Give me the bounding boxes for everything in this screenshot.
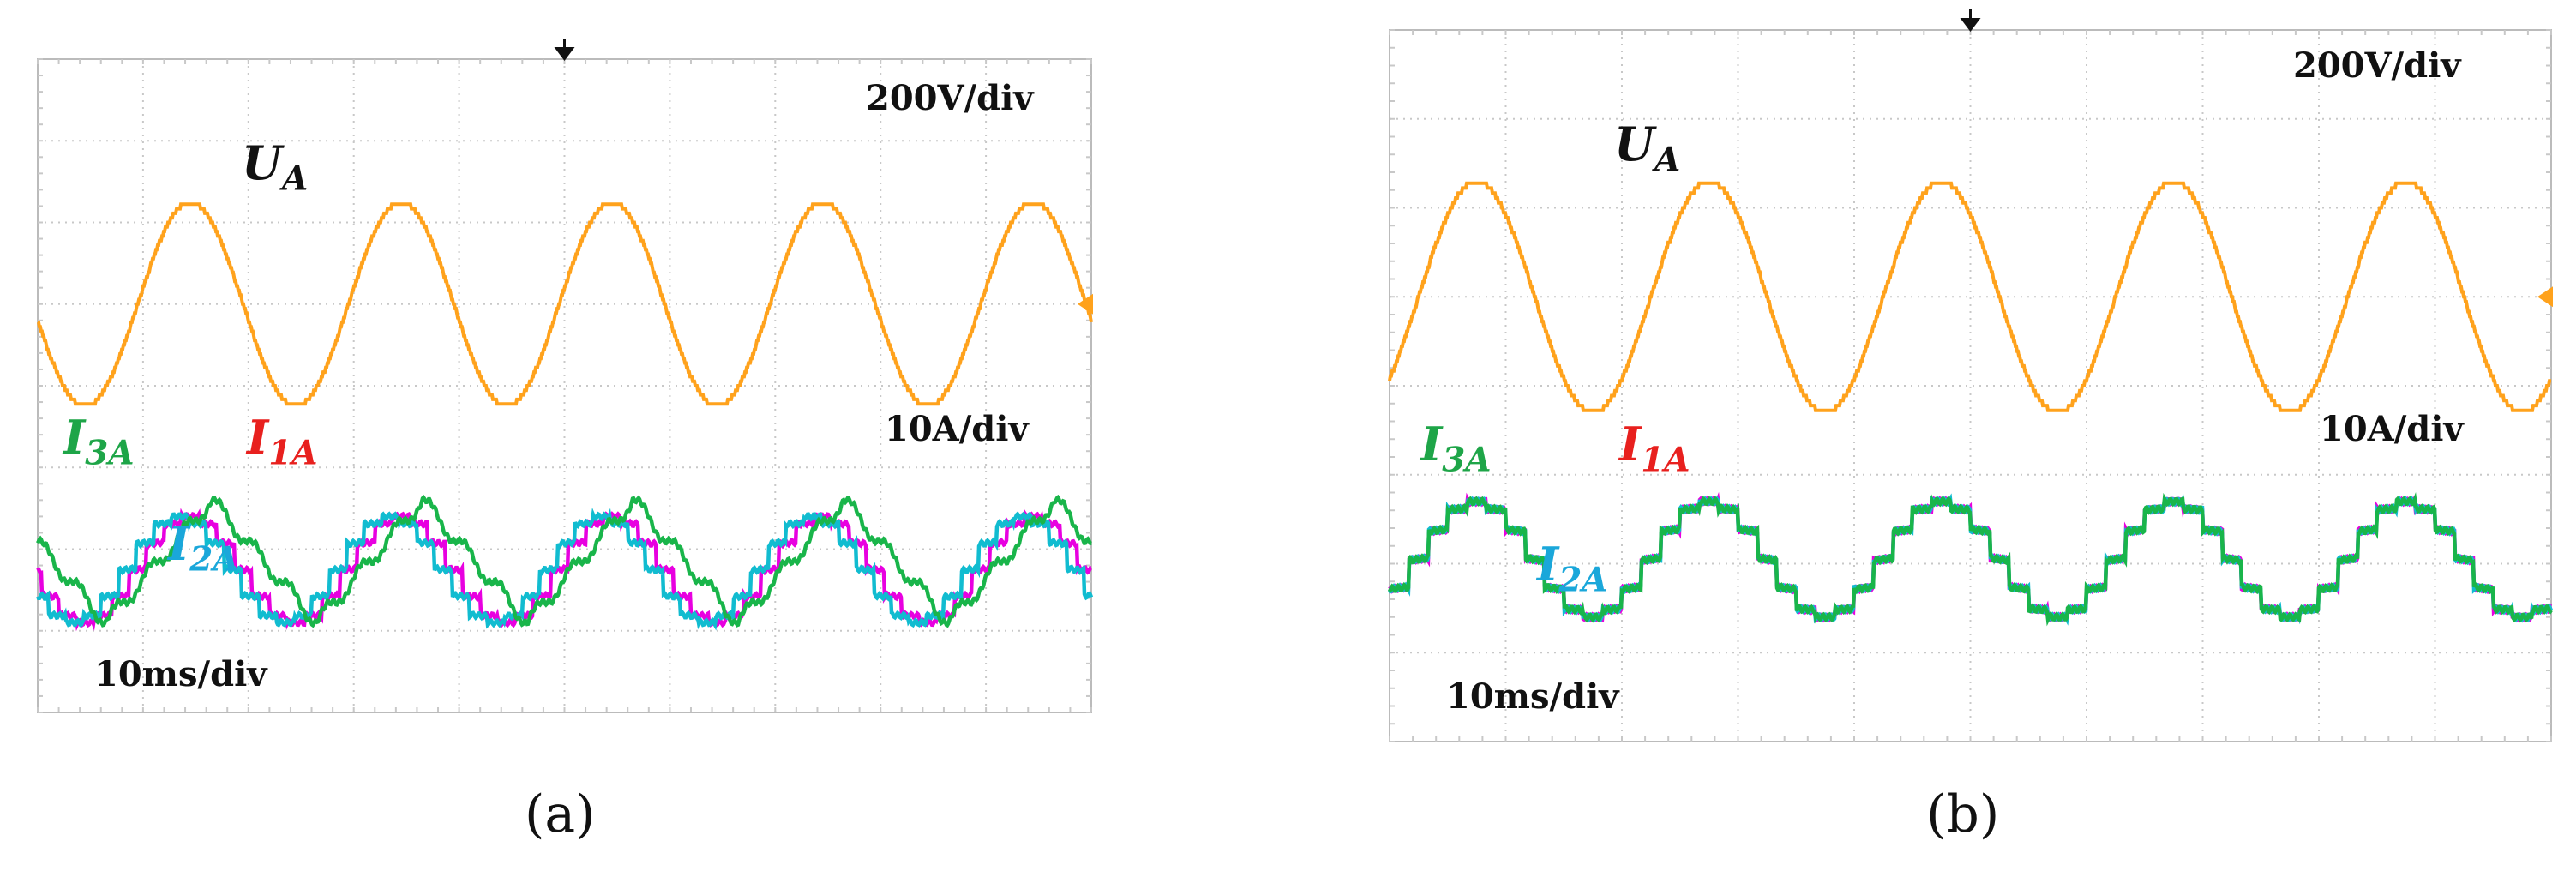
i1a-label-a: I1A: [247, 410, 318, 473]
time-scale-label-a: 10ms/div: [94, 654, 267, 694]
voltage-offset-marker: [1078, 293, 1093, 315]
trigger-marker: [554, 47, 575, 61]
trace-ua: [37, 202, 1093, 406]
voltage-offset-marker: [2537, 286, 2553, 308]
current-scale-label-b: 10A/div: [2320, 409, 2464, 449]
i3a-label-a: I3A: [63, 410, 135, 473]
i3a-label-b: I3A: [1420, 417, 1492, 480]
voltage-scale-label-b: 200V/div: [2293, 45, 2461, 86]
scope-panel-a: 200V/div 10A/div 10ms/div UA I3A I1A I2A: [35, 39, 1094, 713]
voltage-scale-label-a: 200V/div: [866, 78, 1034, 118]
i2a-label-a: I2A: [168, 516, 239, 580]
scope-screen-b: [1387, 9, 2554, 742]
trace-i3a: [1387, 492, 2553, 627]
ua-label-a: UA: [242, 135, 309, 199]
caption-a: (a): [525, 784, 596, 844]
ua-label-b: UA: [1614, 117, 1681, 180]
scope-panel-b: 200V/div 10A/div 10ms/div UA I3A I1A I2A: [1387, 9, 2554, 742]
trace-ua: [1388, 181, 2551, 412]
trace-i3a: [36, 494, 1093, 628]
scope-screen-a: [35, 39, 1094, 713]
trigger-marker: [1960, 18, 1981, 32]
caption-b: (b): [1926, 784, 2000, 844]
trace-i2a: [35, 508, 1094, 631]
time-scale-label-b: 10ms/div: [1446, 676, 1619, 717]
i2a-label-b: I2A: [1537, 537, 1608, 600]
current-scale-label-a: 10A/div: [885, 409, 1029, 449]
i1a-label-b: I1A: [1619, 417, 1690, 480]
trace-i1a: [36, 508, 1092, 632]
